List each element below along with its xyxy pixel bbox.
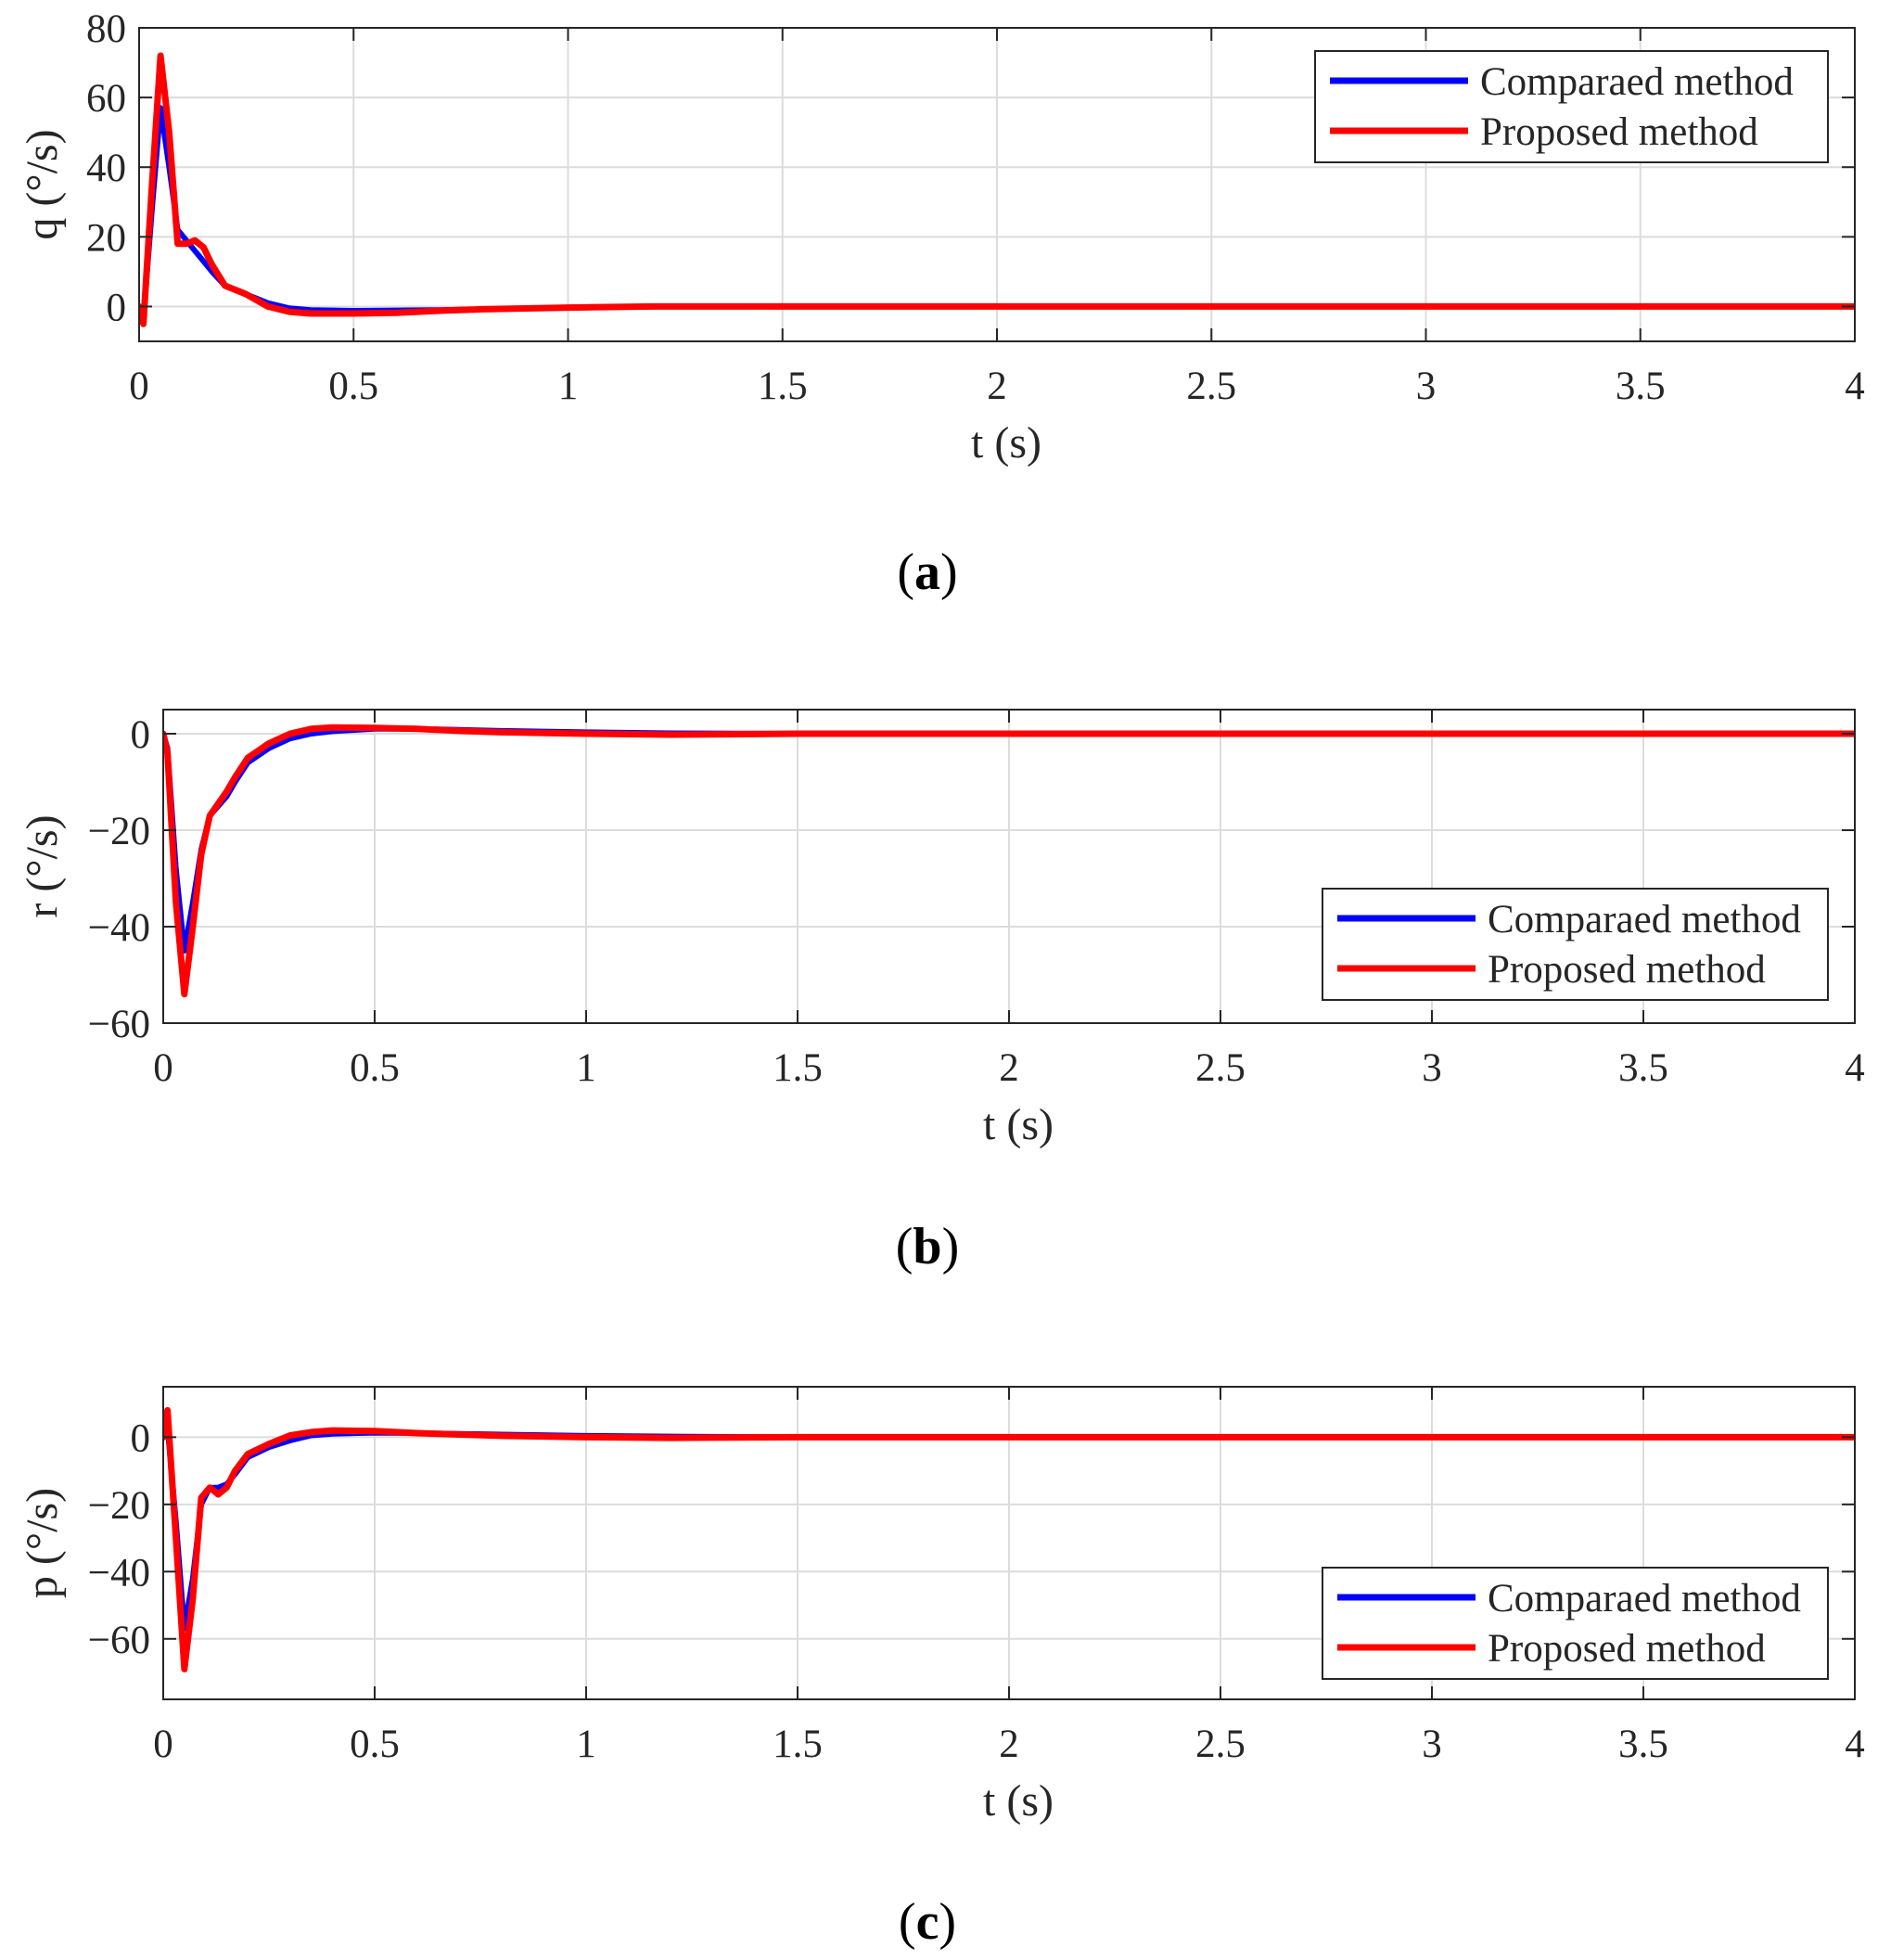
x-tick-label: 0.5 <box>350 1723 400 1766</box>
x-tick-label: 2.5 <box>1195 1723 1246 1766</box>
legend-label-proposed: Proposed method <box>1488 948 1766 992</box>
y-tick-label: −40 <box>88 1551 150 1595</box>
legend-label-proposed: Proposed method <box>1488 1627 1766 1671</box>
legend-label-compared: Comparaed method <box>1488 898 1801 942</box>
x-tick-label: 3 <box>1422 1046 1442 1090</box>
y-tick-label: 60 <box>86 77 126 121</box>
x-tick-label: 0.5 <box>328 365 378 408</box>
caption-c-letter: c <box>916 1893 939 1951</box>
x-tick-label: 3.5 <box>1618 1046 1668 1090</box>
y-tick-label: −20 <box>88 1484 150 1528</box>
legend: Comparaed method Proposed method <box>1322 1567 1829 1680</box>
x-tick-label: 4 <box>1845 1723 1865 1766</box>
series-line-proposed <box>163 1406 1855 1672</box>
series-line-proposed <box>163 724 1855 998</box>
panel-c: 0 0.5 1 1.5 2 2.5 3 3.5 4 −60 −40 −20 0 t (s) p (°/s) C… <box>18 1386 1865 1825</box>
legend-label-proposed: Proposed method <box>1480 110 1758 154</box>
legend: Comparaed method Proposed method <box>1322 888 1829 1001</box>
y-tick-label: −60 <box>88 1003 150 1046</box>
x-tick-label: 3.5 <box>1618 1723 1668 1766</box>
x-tick-label: 4 <box>1845 365 1865 408</box>
y-tick-label: 20 <box>86 216 126 260</box>
caption-a: (a) <box>897 544 957 601</box>
y-axis-label: p (°/s) <box>18 1488 67 1598</box>
x-tick-label: 3.5 <box>1616 365 1666 408</box>
x-tick-label: 1 <box>576 1723 596 1766</box>
x-tick-label: 2 <box>987 365 1007 408</box>
x-tick-label: 1.5 <box>773 1046 823 1090</box>
legend-box <box>1322 888 1829 1001</box>
x-axis-label: t (s) <box>983 1776 1054 1825</box>
panel-b: 0 0.5 1 1.5 2 2.5 3 3.5 4 −60 −40 −20 0 t (s) r (°/s) C… <box>18 709 1865 1149</box>
x-tick-label: 2.5 <box>1186 365 1236 408</box>
caption-b: (b) <box>896 1218 959 1275</box>
legend-box <box>1314 50 1829 163</box>
x-tick-label: 2 <box>999 1723 1019 1766</box>
x-tick-label: 1 <box>576 1046 596 1090</box>
x-tick-label: 0 <box>153 1723 173 1766</box>
x-axis-label: t (s) <box>971 418 1041 468</box>
x-tick-label: 0.5 <box>350 1046 400 1090</box>
y-axis-label: q (°/s) <box>18 129 67 239</box>
legend-label-compared: Comparaed method <box>1488 1577 1801 1621</box>
y-tick-label: 0 <box>131 713 151 757</box>
y-axis-label: r (°/s) <box>18 814 67 917</box>
x-tick-label: 4 <box>1845 1046 1865 1090</box>
caption-a-letter: a <box>914 544 940 601</box>
y-tick-label: 40 <box>86 147 126 190</box>
caption-b-letter: b <box>913 1218 941 1275</box>
x-tick-label: 1 <box>558 365 579 408</box>
legend: Comparaed method Proposed method <box>1314 50 1829 163</box>
x-tick-label: 3 <box>1416 365 1437 408</box>
x-tick-label: 1.5 <box>758 365 808 408</box>
x-tick-label: 3 <box>1422 1723 1442 1766</box>
caption-c: (c) <box>899 1893 956 1951</box>
x-tick-label: 0 <box>153 1046 173 1090</box>
y-tick-label: −60 <box>88 1619 150 1662</box>
y-tick-label: 80 <box>86 7 126 51</box>
legend-box <box>1322 1567 1829 1680</box>
y-tick-label: 0 <box>131 1416 151 1460</box>
x-tick-label: 1.5 <box>773 1723 823 1766</box>
y-tick-label: −20 <box>88 810 150 853</box>
x-axis-label: t (s) <box>983 1100 1054 1149</box>
legend-label-compared: Comparaed method <box>1480 60 1794 104</box>
x-tick-label: 0 <box>129 365 149 408</box>
y-tick-label: 0 <box>107 286 127 329</box>
y-tick-label: −40 <box>88 906 150 950</box>
x-tick-label: 2 <box>999 1046 1019 1090</box>
series-line-proposed <box>139 52 1855 327</box>
x-tick-label: 2.5 <box>1195 1046 1246 1090</box>
